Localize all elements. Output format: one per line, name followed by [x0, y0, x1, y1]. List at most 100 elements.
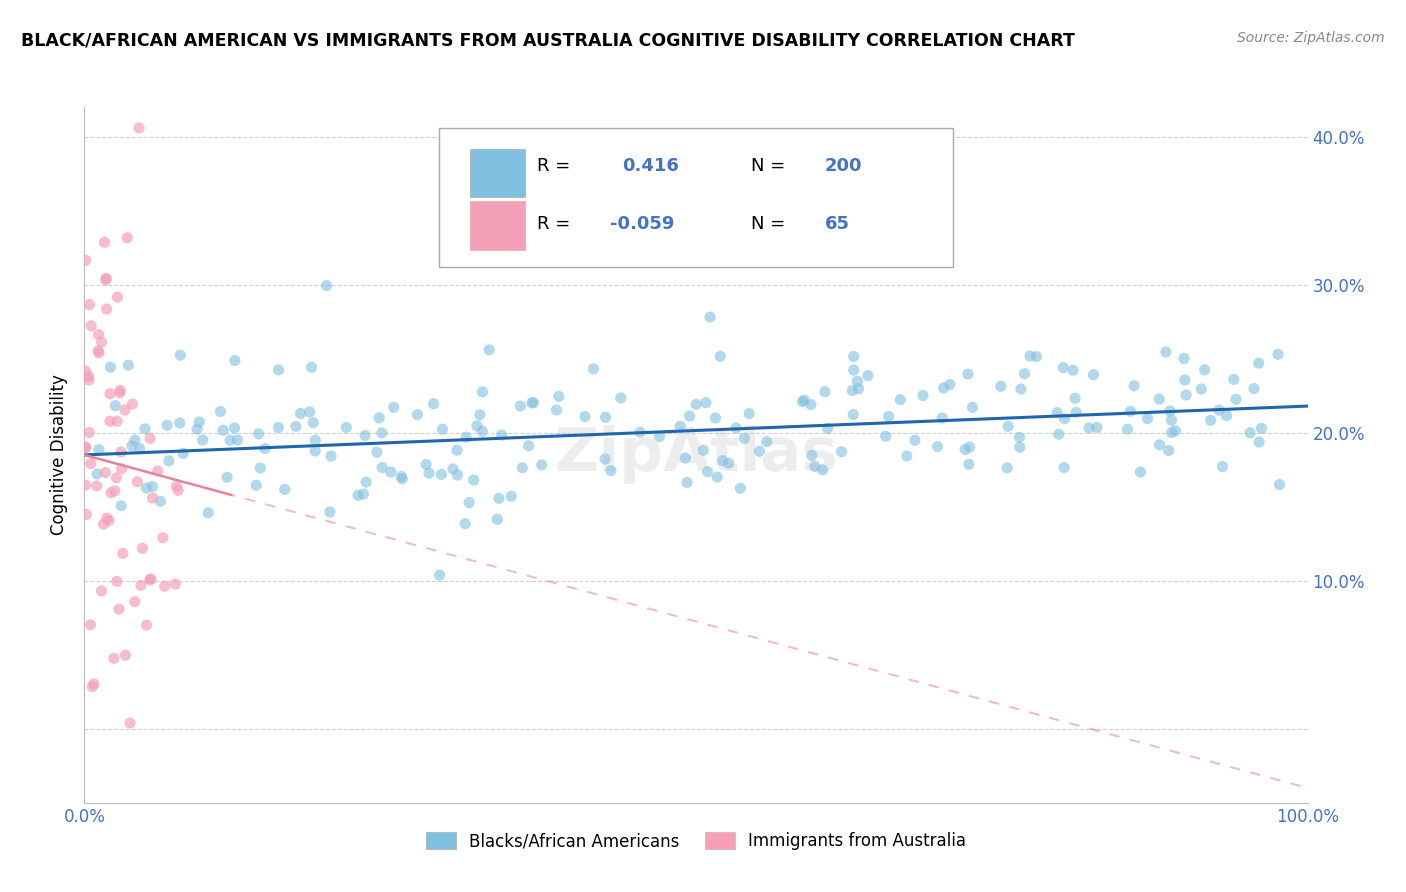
Point — [600, 464, 623, 478]
Point — [87, 343, 110, 358]
Text: ZipAtlas: ZipAtlas — [554, 425, 838, 484]
Point — [96, 511, 118, 525]
Point — [93, 517, 115, 532]
Point — [1239, 425, 1261, 440]
Point — [1053, 412, 1076, 426]
Point — [676, 475, 699, 490]
Point — [105, 471, 128, 485]
Point — [1119, 404, 1142, 418]
Point — [86, 467, 108, 481]
Point — [304, 444, 326, 458]
Point — [352, 487, 374, 501]
Point — [117, 231, 139, 245]
Point — [304, 434, 326, 448]
Point — [87, 442, 110, 457]
Point — [80, 457, 103, 471]
Point — [120, 715, 142, 730]
Point — [478, 343, 501, 357]
Point — [226, 433, 249, 447]
Point — [217, 470, 239, 484]
Point — [692, 443, 714, 458]
Point — [212, 423, 235, 437]
Point — [382, 401, 405, 415]
Point — [1149, 438, 1171, 452]
Point — [166, 479, 188, 493]
Point — [1008, 440, 1031, 454]
Point — [98, 386, 121, 401]
Point — [110, 499, 132, 513]
Point — [1211, 459, 1233, 474]
Point — [139, 572, 162, 586]
Text: R =: R = — [537, 157, 571, 175]
Point — [87, 327, 110, 342]
Point — [595, 410, 617, 425]
Point — [546, 403, 568, 417]
Point — [896, 449, 918, 463]
Point — [962, 401, 984, 415]
Point — [135, 618, 157, 632]
Point — [1199, 413, 1222, 427]
Point — [817, 421, 839, 435]
Point — [86, 479, 108, 493]
Point — [1062, 363, 1084, 377]
Point — [793, 393, 815, 408]
Point — [127, 475, 149, 489]
Point — [245, 478, 267, 492]
Point — [80, 318, 103, 333]
Point — [347, 488, 370, 502]
Point — [302, 416, 325, 430]
Point — [290, 407, 312, 421]
Point — [108, 385, 131, 400]
Point — [1189, 382, 1212, 396]
Point — [131, 541, 153, 556]
Point — [96, 271, 118, 285]
Point — [953, 442, 976, 457]
Point — [432, 422, 454, 436]
Point — [648, 430, 671, 444]
Point — [471, 384, 494, 399]
Point — [454, 516, 477, 531]
Point — [110, 384, 132, 398]
Point — [1215, 409, 1237, 423]
Point — [1243, 382, 1265, 396]
Point — [1123, 378, 1146, 392]
Point — [191, 433, 214, 447]
Point — [706, 470, 728, 484]
Point — [100, 360, 122, 375]
Point — [319, 505, 342, 519]
Point — [574, 409, 596, 424]
Point — [1222, 372, 1244, 386]
Text: R =: R = — [537, 215, 571, 233]
Text: BLACK/AFRICAN AMERICAN VS IMMIGRANTS FROM AUSTRALIA COGNITIVE DISABILITY CORRELA: BLACK/AFRICAN AMERICAN VS IMMIGRANTS FRO… — [21, 31, 1076, 49]
Point — [128, 442, 150, 456]
Point — [366, 445, 388, 459]
Point — [711, 453, 734, 467]
Point — [1164, 424, 1187, 438]
Point — [156, 418, 179, 433]
Point — [188, 415, 211, 429]
Point — [105, 574, 128, 589]
Point — [83, 677, 105, 691]
Point — [149, 494, 172, 508]
Point — [94, 466, 117, 480]
Point — [224, 421, 246, 435]
Point — [335, 420, 357, 434]
Point — [197, 506, 219, 520]
Point — [371, 425, 394, 440]
Point — [990, 379, 1012, 393]
Point — [274, 483, 297, 497]
Point — [108, 602, 131, 616]
Point — [669, 419, 692, 434]
Point — [1149, 392, 1171, 406]
Point — [430, 467, 453, 482]
Point — [1250, 421, 1272, 435]
Text: Source: ZipAtlas.com: Source: ZipAtlas.com — [1237, 31, 1385, 45]
Point — [134, 422, 156, 436]
Point — [800, 398, 823, 412]
Point — [249, 461, 271, 475]
Point — [582, 362, 605, 376]
Point — [939, 377, 962, 392]
Point — [114, 403, 136, 417]
Point — [454, 430, 477, 444]
Point — [509, 399, 531, 413]
